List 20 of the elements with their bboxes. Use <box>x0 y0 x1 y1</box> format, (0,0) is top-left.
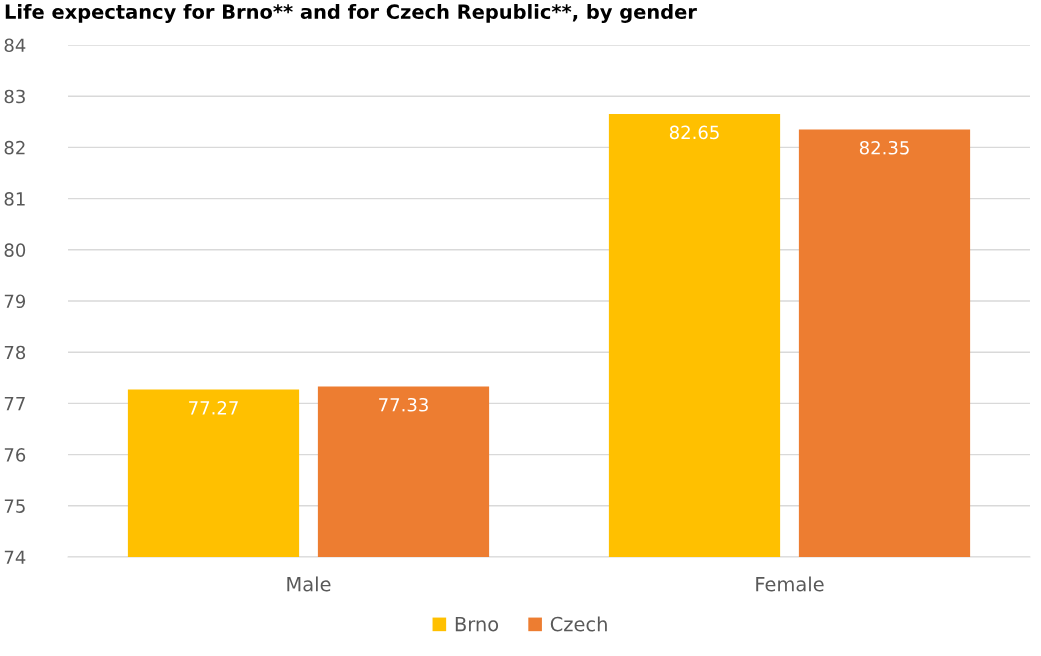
x-tick-label: Female <box>756 576 824 592</box>
y-tick-label: 75 <box>4 499 25 513</box>
y-tick-label: 77 <box>4 397 25 411</box>
data-label: 82.65 <box>669 125 719 140</box>
y-tick-label: 76 <box>4 448 26 462</box>
y-tick-label: 80 <box>4 243 26 257</box>
data-label: 82.35 <box>859 140 909 155</box>
legend-label: Czech <box>550 616 607 632</box>
y-tick-label: 83 <box>4 89 25 104</box>
x-tick-label: Male <box>287 576 331 592</box>
data-label: 77.27 <box>189 401 238 415</box>
y-tick-label: 78 <box>4 345 26 360</box>
data-label: 77.33 <box>379 397 428 412</box>
y-tick-label: 84 <box>4 38 26 53</box>
y-tick-label: 82 <box>4 140 25 155</box>
y-tick-label: 81 <box>4 192 25 206</box>
y-tick-label: 74 <box>4 550 26 564</box>
legend-label: Brno <box>455 617 499 632</box>
chart-title: Life expectancy for Brno** and for Czech Republic**, by gender <box>5 4 697 23</box>
y-tick-label: 79 <box>4 294 26 309</box>
